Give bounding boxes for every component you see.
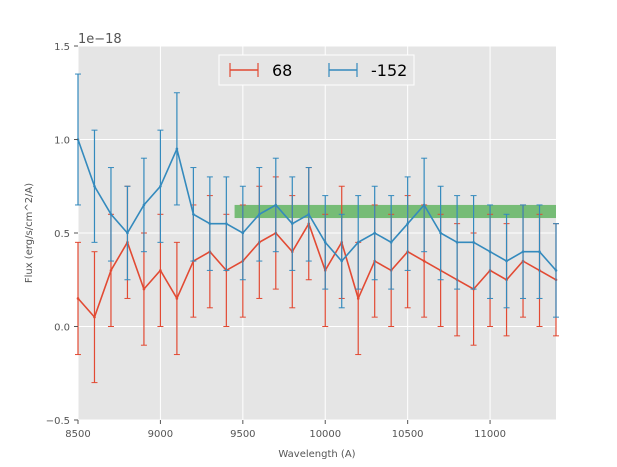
x-axis-label: Wavelength (A) [278,449,355,460]
data-point [142,203,146,207]
data-point [93,315,96,319]
legend-item-68: 68 [229,61,292,80]
offset-text: 1e−18 [78,32,122,47]
y-tick-label: 1.5 [54,42,70,53]
data-point [472,241,475,244]
series-line [77,139,557,271]
data-point [307,213,311,216]
data-point [76,297,80,300]
data-point [93,184,96,188]
y-tick-label: 0.5 [54,229,70,240]
data-point [109,269,113,272]
data-point [258,213,261,216]
data-point [389,241,393,244]
data-point [175,297,179,300]
data-point [455,241,459,244]
legend-item--152: -152 [328,61,407,80]
x-ticks: 8500 9000 9500 10000 10500 11000 [65,420,506,440]
data-point [538,250,541,253]
data-point [340,259,344,263]
x-tick-label: 11000 [474,429,506,440]
data-point [505,259,508,263]
data-point [290,222,294,225]
highlight-band-rect [234,204,556,219]
data-point [241,231,245,235]
data-point [521,250,525,253]
legend-label: 68 [272,61,292,80]
y-tick-label: 0.0 [54,323,70,334]
y-axis-label: Flux (erg/s/cm^2/A) [24,183,35,283]
y-tick-label: −0.5 [46,416,70,427]
data-point [192,213,195,216]
data-point [159,184,162,188]
data-point [406,222,409,225]
data-point [356,297,360,300]
legend-label: -152 [371,61,407,80]
data-point [422,203,426,207]
y-tick-label: 1.0 [54,136,70,147]
x-tick-label: 10000 [309,429,341,440]
data-point [439,231,442,235]
data-point [159,269,162,272]
x-tick-label: 10500 [392,429,424,440]
series--152 [75,73,559,318]
x-tick-label: 9000 [148,429,173,440]
data-point [373,231,376,235]
y-ticks: −0.5 0.0 0.5 1.0 1.5 [46,42,78,427]
series-group [75,73,559,384]
data-point [208,222,212,225]
data-point [109,213,113,216]
data-point [488,250,492,253]
data-point [225,222,228,225]
x-tick-label: 8500 [65,429,90,440]
data-point [356,241,360,244]
data-point [175,147,179,151]
data-point [422,259,426,263]
data-point [126,231,129,235]
legend-symbol [229,63,259,77]
data-point [142,287,146,291]
data-point [323,241,327,244]
data-point [274,203,278,207]
data-point [554,269,558,272]
series-line [77,221,557,319]
highlight-band [234,204,556,219]
x-tick-label: 9500 [230,429,255,440]
legend: 68 -152 [218,54,415,86]
legend-symbol [328,63,358,77]
